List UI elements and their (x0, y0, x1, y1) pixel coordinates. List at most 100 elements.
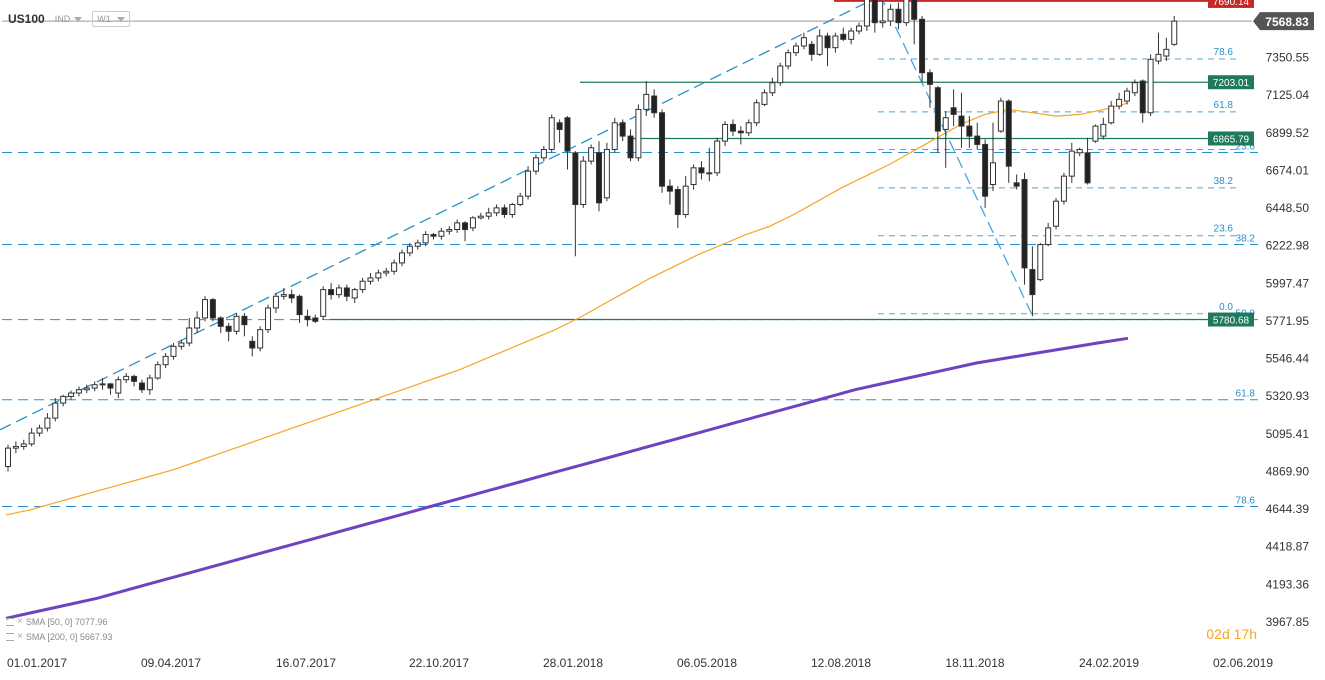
candle (588, 144, 595, 165)
candle-body (162, 355, 169, 366)
y-tick-label: 3967.85 (1266, 615, 1310, 629)
settings-icon[interactable] (6, 632, 14, 641)
legend-sma200[interactable]: × SMA [200, 0] 5667.93 (6, 631, 112, 642)
candle (942, 111, 949, 168)
candle (919, 15, 926, 83)
candle (1147, 54, 1154, 117)
candle (1108, 101, 1115, 125)
candle-body (186, 327, 193, 344)
candle (202, 296, 208, 322)
x-tick-label: 02.06.2019 (1213, 656, 1273, 670)
candle-body (548, 117, 555, 150)
candle-body (643, 93, 650, 110)
settings-icon[interactable] (6, 617, 14, 626)
candle (194, 311, 201, 333)
candle (729, 119, 736, 137)
candle (131, 374, 138, 387)
candle (666, 179, 673, 205)
candle-body (1116, 98, 1123, 107)
candle (430, 232, 437, 240)
candle (320, 286, 327, 320)
candle-body (651, 95, 658, 114)
price-tag-label: 5780.68 (1213, 316, 1250, 327)
candle-body (391, 262, 398, 272)
candle (816, 29, 823, 57)
instrument-type-label: IND (54, 14, 71, 24)
candle (745, 119, 752, 137)
legend-sma50[interactable]: × SMA [50, 0] 7077.96 (6, 616, 107, 627)
candle (1013, 174, 1020, 190)
x-tick-label: 24.02.2019 (1079, 656, 1139, 670)
candle-countdown: 02d 17h (1206, 626, 1257, 642)
close-icon[interactable]: × (17, 631, 23, 642)
candle (1053, 197, 1060, 230)
candle (367, 272, 374, 285)
candle-body (320, 289, 327, 317)
candle-body (178, 342, 185, 347)
candle-body (1100, 123, 1107, 137)
candle-body (241, 315, 248, 326)
instrument-type-dropdown[interactable]: IND (55, 14, 83, 24)
candle-body (856, 25, 863, 32)
candle-body (383, 270, 390, 274)
candle (272, 292, 279, 313)
candle (225, 322, 232, 342)
candle-body (832, 35, 839, 49)
candle-body (83, 387, 90, 391)
candle-body (848, 30, 855, 40)
candle (950, 89, 957, 127)
candle (525, 166, 532, 200)
candle-body (469, 217, 476, 229)
price-tag-bg (1208, 131, 1254, 146)
candle (178, 339, 185, 350)
candle-body (895, 8, 902, 24)
candle-body (115, 379, 122, 394)
close-icon[interactable]: × (17, 616, 23, 627)
candle-body (596, 152, 602, 204)
candle (690, 164, 697, 190)
sma200-line (5, 336, 1129, 620)
symbol-label: US100 (8, 12, 45, 26)
legend-sma50-label: SMA [50, 0] 7077.96 (25, 616, 108, 627)
x-tick-label: 01.01.2017 (7, 656, 67, 670)
candle-body (1092, 125, 1099, 142)
candle (966, 116, 973, 148)
candle-body (430, 234, 437, 237)
candle (753, 99, 760, 127)
candle (863, 0, 870, 31)
candle (1037, 242, 1044, 282)
candle-body (446, 229, 453, 232)
candle-body (1163, 48, 1170, 57)
candle (800, 32, 807, 50)
candle (548, 114, 555, 153)
candle-body (974, 135, 981, 145)
candle-body (966, 125, 973, 137)
candle (123, 373, 130, 384)
candle-body (879, 20, 886, 24)
candle (36, 424, 43, 437)
legend-sma200-label: SMA [200, 0] 5667.93 (25, 631, 113, 642)
candle-body (296, 295, 303, 316)
x-tick-label: 28.01.2018 (543, 656, 603, 670)
candle (793, 42, 799, 57)
candle-body (627, 135, 634, 159)
price-tag-bg (1208, 75, 1254, 90)
candle-body (107, 383, 114, 389)
candle (485, 207, 492, 220)
candle-body (265, 307, 272, 331)
interval-dropdown[interactable]: W1 (92, 11, 130, 27)
candle (1005, 99, 1012, 183)
price-tag-label: 7203.01 (1213, 78, 1250, 89)
candle-body (793, 45, 799, 54)
x-tick-label: 06.05.2018 (677, 656, 737, 670)
candle (343, 284, 350, 302)
candle-body (666, 185, 673, 192)
candle-body (769, 82, 776, 94)
y-tick-label: 6448.50 (1266, 201, 1310, 215)
candle (383, 267, 390, 277)
candle (1131, 79, 1138, 97)
candle-body (249, 340, 256, 349)
candle-body (422, 234, 429, 244)
x-tick-label: 18.11.2018 (945, 656, 1004, 670)
